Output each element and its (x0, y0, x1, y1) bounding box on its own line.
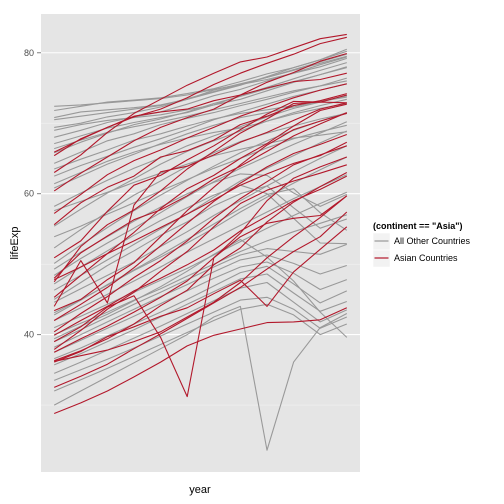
series-line (53, 103, 347, 298)
legend-label: Asian Countries (394, 253, 458, 263)
series-line (54, 172, 348, 362)
series-line (53, 94, 347, 259)
series-line (53, 281, 348, 374)
series-line (53, 83, 347, 177)
series-line (53, 238, 348, 340)
series-line (53, 112, 348, 279)
series-line (53, 307, 348, 415)
series-line (53, 93, 347, 226)
y-axis: 40 60 80 (24, 48, 41, 340)
series-line (53, 133, 347, 321)
series-line (53, 83, 347, 214)
series-line (53, 226, 348, 363)
series-line (53, 261, 347, 353)
y-tick-label: 60 (24, 189, 34, 199)
series-line (53, 52, 347, 192)
series-line (54, 53, 347, 128)
y-tick-label: 80 (24, 48, 34, 58)
series-line (53, 95, 347, 189)
series-line (53, 33, 347, 173)
series-line (53, 195, 348, 398)
series-line (53, 164, 347, 350)
series-line (53, 211, 348, 388)
series-line (53, 121, 348, 276)
y-tick-label: 40 (24, 330, 34, 340)
series-line (53, 95, 347, 207)
x-axis-title: year (189, 484, 211, 496)
series-line (53, 72, 347, 153)
series-line (54, 56, 347, 138)
plot-panel (41, 14, 360, 472)
series-line (53, 112, 347, 312)
series-line (53, 265, 348, 360)
series-line (54, 48, 348, 119)
series-line (53, 184, 347, 285)
legend-title: (continent == "Asia") (373, 221, 463, 231)
series-line (53, 175, 348, 336)
series-line (53, 77, 347, 164)
series-line (53, 243, 347, 343)
legend-label: All Other Countries (394, 236, 471, 246)
y-axis-title: lifeExp (9, 226, 21, 259)
series-line (53, 98, 347, 227)
series-line (53, 188, 348, 316)
series-line (53, 145, 348, 303)
series-line (54, 195, 348, 362)
series-line (53, 145, 347, 333)
series-line (53, 191, 348, 329)
series-line (53, 112, 347, 264)
series-line (53, 273, 347, 366)
series-line (53, 102, 347, 307)
legend: (continent == "Asia") All Other Countrie… (372, 221, 471, 268)
series-line (53, 296, 348, 381)
series-line (53, 102, 347, 185)
series-line (53, 185, 347, 300)
series-line (53, 130, 348, 291)
series-group (53, 33, 348, 451)
series-line (53, 156, 347, 353)
series-line (53, 141, 348, 281)
